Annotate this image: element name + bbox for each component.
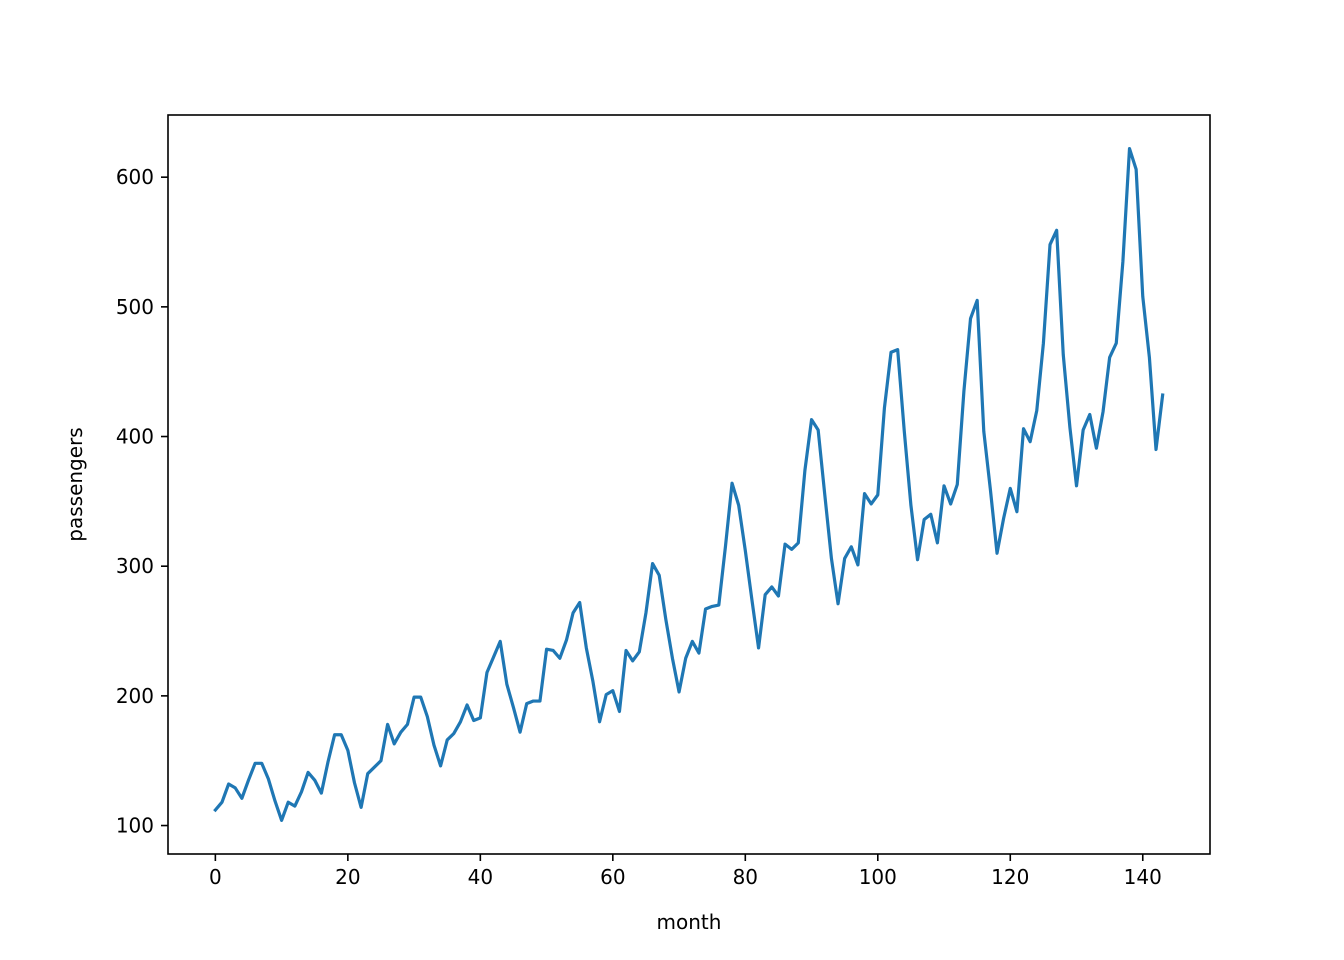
y-tick-label: 300 xyxy=(116,554,154,578)
series-line xyxy=(213,147,1165,822)
axes-frame xyxy=(167,114,1211,855)
x-tick-label: 100 xyxy=(859,865,897,889)
x-axis-label: month xyxy=(657,910,722,934)
y-axis-label: passengers xyxy=(63,427,87,541)
y-tick-label: 100 xyxy=(116,814,154,838)
x-tick-label: 80 xyxy=(733,865,758,889)
axis-ticks: 0 20 40 60 80 100 120 140 100 200 300 400 500 600 xyxy=(116,165,1162,889)
y-tick-label: 400 xyxy=(116,425,154,449)
plot-area xyxy=(213,147,1165,822)
x-tick-label: 60 xyxy=(600,865,625,889)
x-tick-label: 140 xyxy=(1124,865,1162,889)
y-tick-label: 500 xyxy=(116,295,154,319)
x-tick-label: 0 xyxy=(209,865,222,889)
y-tick-label: 600 xyxy=(116,165,154,189)
x-tick-label: 120 xyxy=(991,865,1029,889)
y-tick-label: 200 xyxy=(116,684,154,708)
x-tick-label: 40 xyxy=(468,865,493,889)
x-tick-label: 20 xyxy=(335,865,360,889)
